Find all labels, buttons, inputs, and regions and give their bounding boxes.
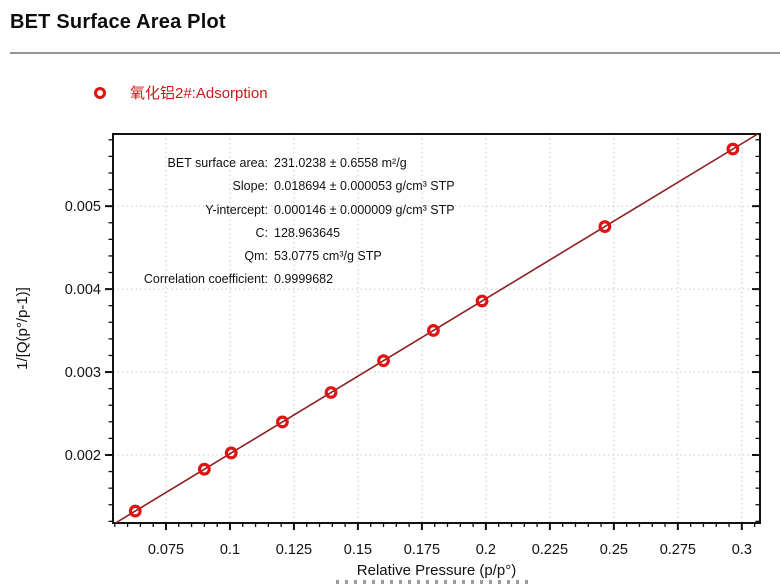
plot-frame <box>112 133 761 524</box>
annotation-value: 231.0238 ± 0.6558 m²/g <box>274 156 407 170</box>
legend-label: 氧化铝2#:Adsorption <box>130 85 268 102</box>
annotation-value: 0.018694 ± 0.000053 g/cm³ STP <box>274 179 455 194</box>
x-tick-label: 0.15 <box>344 542 372 558</box>
annotation-value: 53.0775 cm³/g STP <box>274 249 382 264</box>
annotation-label: Y-intercept: <box>205 202 268 217</box>
annotation-row: Correlation coefficient: 0.9999682 <box>20 268 455 291</box>
open-circle-icon <box>94 86 106 99</box>
annotation-row: Y-intercept: 0.000146 ± 0.000009 g/cm³ ST… <box>20 199 455 222</box>
y-tick-label: 0.002 <box>65 448 101 464</box>
data-point-marker <box>276 415 289 429</box>
fit-results-block: BET surface area: 231.0238 ± 0.6558 m²/g S… <box>20 152 455 292</box>
data-point-marker <box>377 354 390 368</box>
data-point-marker <box>427 324 440 337</box>
y-tick-label: 0.003 <box>65 365 101 381</box>
page-title: BET Surface Area Plot <box>10 11 226 33</box>
x-tick-label: 0.075 <box>148 542 184 558</box>
annotation-row: Slope: 0.018694 ± 0.000053 g/cm³ STP <box>20 175 455 198</box>
cropped-text-artifact <box>336 580 528 584</box>
annotation-row: Qm: 53.0775 cm³/g STP <box>20 245 455 268</box>
x-tick-label: 0.125 <box>276 542 312 558</box>
x-tick-label: 0.1 <box>220 542 240 558</box>
data-point-marker <box>224 446 238 460</box>
data-point-marker <box>726 142 740 156</box>
annotation-value: 128.963645 <box>274 225 341 240</box>
annotation-label: Slope: <box>232 179 268 194</box>
annotation-value: 0.000146 ± 0.000009 g/cm³ STP <box>274 202 455 217</box>
annotation-value: 0.9999682 <box>274 272 334 287</box>
x-tick-label: 0.25 <box>600 542 628 558</box>
x-tick-label: 0.3 <box>732 542 752 558</box>
x-tick-label: 0.225 <box>532 542 568 558</box>
data-points <box>128 142 740 518</box>
annotation-label: Correlation coefficient: <box>143 272 268 287</box>
data-point-marker <box>475 294 489 308</box>
x-axis-title: Relative Pressure (p/p°) <box>357 562 516 579</box>
title-divider <box>10 52 780 54</box>
annotation-label: C: <box>255 225 269 240</box>
data-point-marker <box>324 386 338 399</box>
annotation-label: BET surface area: <box>167 156 268 170</box>
annotation-label: Qm: <box>244 249 268 264</box>
y-axis-title: 1/[Q(p°/p-1)] <box>14 287 31 370</box>
x-tick-label: 0.175 <box>404 542 440 558</box>
y-tick-label: 0.004 <box>65 282 101 298</box>
x-tick-label: 0.275 <box>660 542 696 558</box>
annotation-row: BET surface area: 231.0238 ± 0.6558 m²/g <box>20 152 455 175</box>
data-point-marker <box>197 462 211 476</box>
legend: 氧化铝2#:Adsorption <box>94 82 268 103</box>
annotation-row: C: 128.963645 <box>20 222 455 245</box>
data-point-marker <box>128 504 142 518</box>
y-tick-label: 0.005 <box>65 199 101 215</box>
x-tick-label: 0.2 <box>476 542 496 558</box>
data-point-marker <box>598 220 612 233</box>
